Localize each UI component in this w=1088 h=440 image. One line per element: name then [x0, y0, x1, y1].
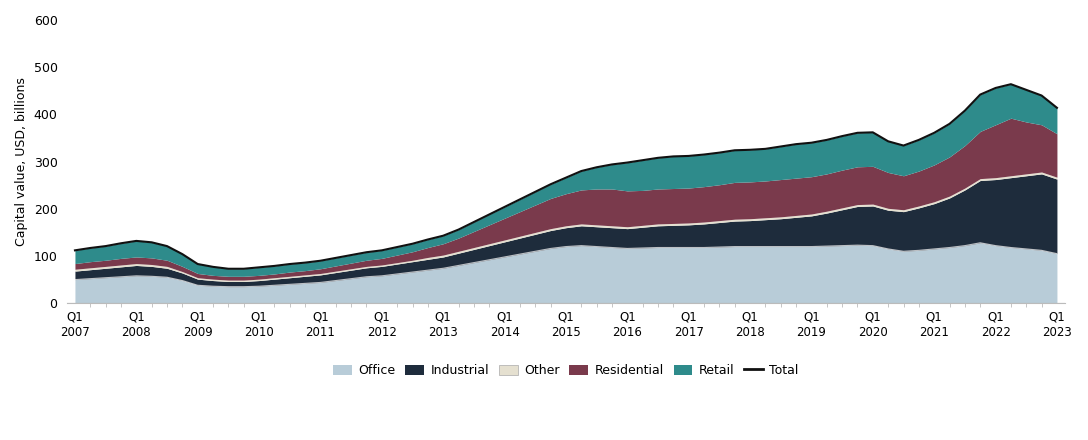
Legend: Office, Industrial, Other, Residential, Retail, Total: Office, Industrial, Other, Residential, … — [329, 359, 804, 382]
Y-axis label: Capital value, USD, billions: Capital value, USD, billions — [15, 77, 28, 246]
